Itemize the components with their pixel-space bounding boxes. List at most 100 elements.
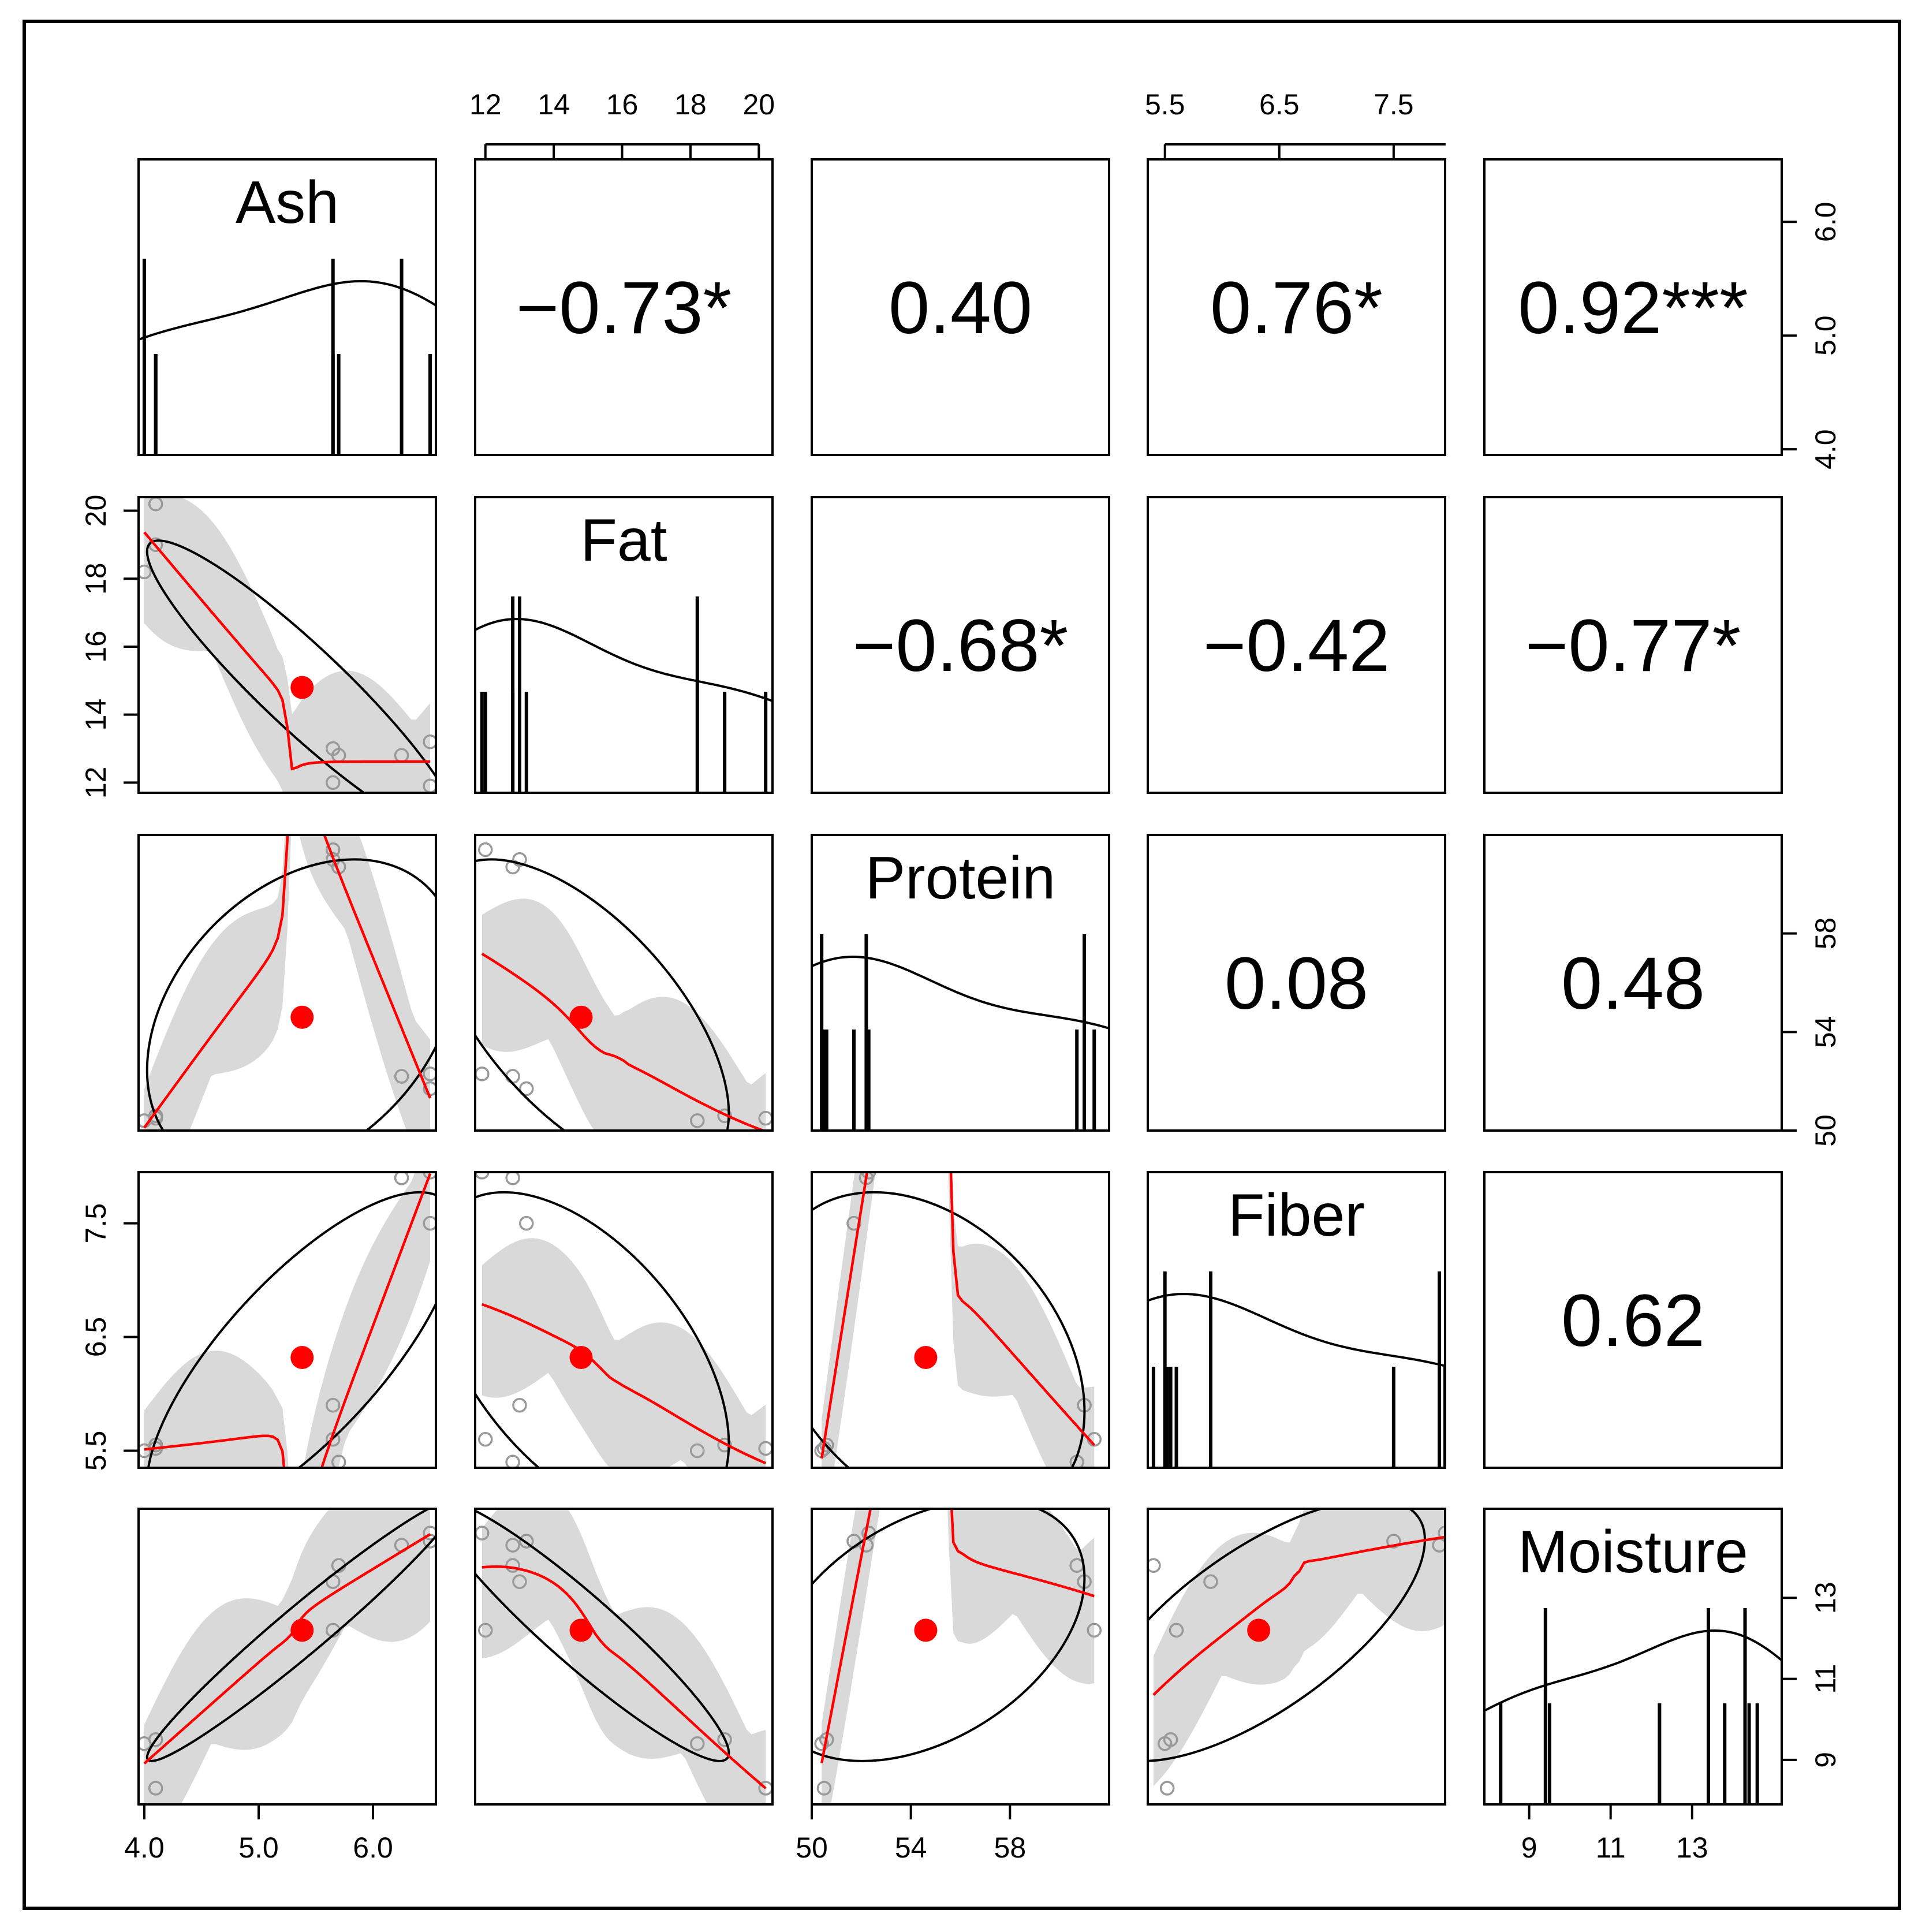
scatter-point [423, 1066, 436, 1081]
panel-border [137, 1508, 437, 1806]
scatter-point [1148, 1558, 1161, 1573]
smoother-line [143, 531, 431, 771]
panel-fat-ash [137, 496, 437, 794]
scatter-point [505, 1454, 520, 1468]
scatter-point [816, 1781, 832, 1796]
top-tick-label: 12 [469, 88, 502, 121]
scatter-point [1169, 1623, 1184, 1638]
right-tick-label: 54 [1809, 1016, 1842, 1049]
panel-ash-fiber: 0.76* [1147, 158, 1446, 456]
density-curve [1148, 1292, 1445, 1367]
scatter-point [505, 1538, 520, 1553]
scatter-point [861, 1172, 876, 1180]
mean-point [569, 1618, 593, 1642]
scatter-point [423, 734, 436, 749]
panel-ash-moisture: 0.92*** [1483, 158, 1783, 456]
scatter-point [717, 1437, 732, 1453]
x-tick-label: 13 [1676, 1832, 1708, 1864]
left-tick-label: 5.5 [80, 1431, 112, 1471]
scatter-point [846, 1215, 861, 1231]
right-tick-label: 5.0 [1809, 315, 1842, 356]
mean-point [290, 1618, 314, 1642]
scatter-point [423, 1215, 436, 1231]
correlation-label: 0.40 [889, 267, 1032, 349]
right-tick-label: 6.0 [1809, 202, 1842, 243]
left-tick-label: 16 [80, 631, 112, 663]
confidence-band [144, 1509, 431, 1804]
panel-border [1147, 496, 1446, 794]
confidence-band [144, 1172, 431, 1468]
x-tick-label: 5.0 [238, 1832, 279, 1864]
panel-border [137, 158, 437, 456]
panel-fiber-ash [137, 1171, 437, 1469]
panel-fiber-protein [811, 1171, 1110, 1469]
left-tick-label: 12 [80, 767, 112, 799]
scatter-point [512, 1574, 527, 1589]
confidence-band [144, 497, 431, 793]
correlation-label: 0.62 [1561, 1280, 1705, 1362]
panel-border [137, 496, 437, 794]
left-tick-label: 14 [80, 699, 112, 731]
correlation-ellipse [1148, 1509, 1426, 1762]
scatter-point [1159, 1781, 1175, 1796]
mean-point [914, 1618, 938, 1642]
panel-border [1147, 834, 1446, 1132]
panel-ash-ash: Ash [137, 158, 437, 456]
smoother-line [143, 1533, 431, 1765]
panel-moisture-ash [137, 1508, 437, 1806]
panel-protein-moisture: 0.48 [1483, 834, 1783, 1132]
confidence-band [822, 1509, 1095, 1804]
correlation-label: 0.76* [1210, 267, 1383, 349]
confidence-band [822, 1172, 1095, 1468]
x-tick-label: 4.0 [124, 1832, 165, 1864]
x-tick-label: 50 [796, 1832, 828, 1864]
x-tick-label: 6.0 [353, 1832, 393, 1864]
scatter-point [505, 1558, 520, 1573]
panel-fiber-moisture: 0.62 [1483, 1171, 1783, 1469]
panel-fat-protein: −0.68* [811, 496, 1110, 794]
scatter-point [478, 842, 493, 857]
confidence-band [482, 898, 766, 1131]
diagonal-label: Fat [580, 507, 667, 574]
scatter-point [1163, 1732, 1178, 1747]
panel-border [1483, 834, 1783, 1132]
panel-protein-fat [474, 834, 774, 1132]
panel-border [474, 158, 774, 456]
panel-border [137, 1171, 437, 1469]
panel-fat-moisture: −0.77* [1483, 496, 1783, 794]
correlation-ellipse [812, 1191, 1086, 1468]
scatter-point [394, 1172, 409, 1185]
scatter-point [148, 1108, 163, 1124]
panel-border [811, 834, 1110, 1132]
scatter-point [423, 1172, 436, 1180]
scatter-point [1438, 1526, 1445, 1541]
panel-border [811, 496, 1110, 794]
right-tick-label: 4.0 [1809, 429, 1842, 469]
smoother-line [143, 835, 432, 1129]
scatter-point [475, 1172, 490, 1180]
axes: 4.0 5.0 6.0 50 54 58 9 11 13 12 14 16 18 20 5.5 6.5 7.5 1… [80, 88, 1842, 1864]
top-tick-label: 16 [606, 88, 639, 121]
correlation-label: 0.08 [1225, 942, 1368, 1025]
left-tick-label: 6.5 [80, 1317, 112, 1357]
mean-point [290, 676, 314, 699]
left-tick-label: 20 [80, 495, 112, 527]
density-curve [139, 279, 436, 341]
panel-protein-ash [137, 834, 437, 1132]
panel-border [1483, 1171, 1783, 1469]
right-tick-label: 9 [1809, 1752, 1842, 1768]
scatter-point [423, 1526, 436, 1541]
panel-border [811, 158, 1110, 456]
scatter-point [505, 1172, 520, 1185]
x-tick-label: 11 [1596, 1832, 1626, 1864]
smoother-line [1152, 1535, 1445, 1696]
correlation-label: 0.92*** [1518, 267, 1748, 349]
scatter-point [1087, 1623, 1102, 1638]
confidence-band [482, 1238, 766, 1468]
panel-border [811, 1508, 1110, 1806]
smoother-line [482, 1565, 767, 1789]
top-tick-label: 5.5 [1145, 88, 1185, 121]
panel-border [137, 834, 437, 1132]
correlation-label: −0.68* [853, 605, 1069, 687]
scatter-point [690, 1113, 705, 1128]
